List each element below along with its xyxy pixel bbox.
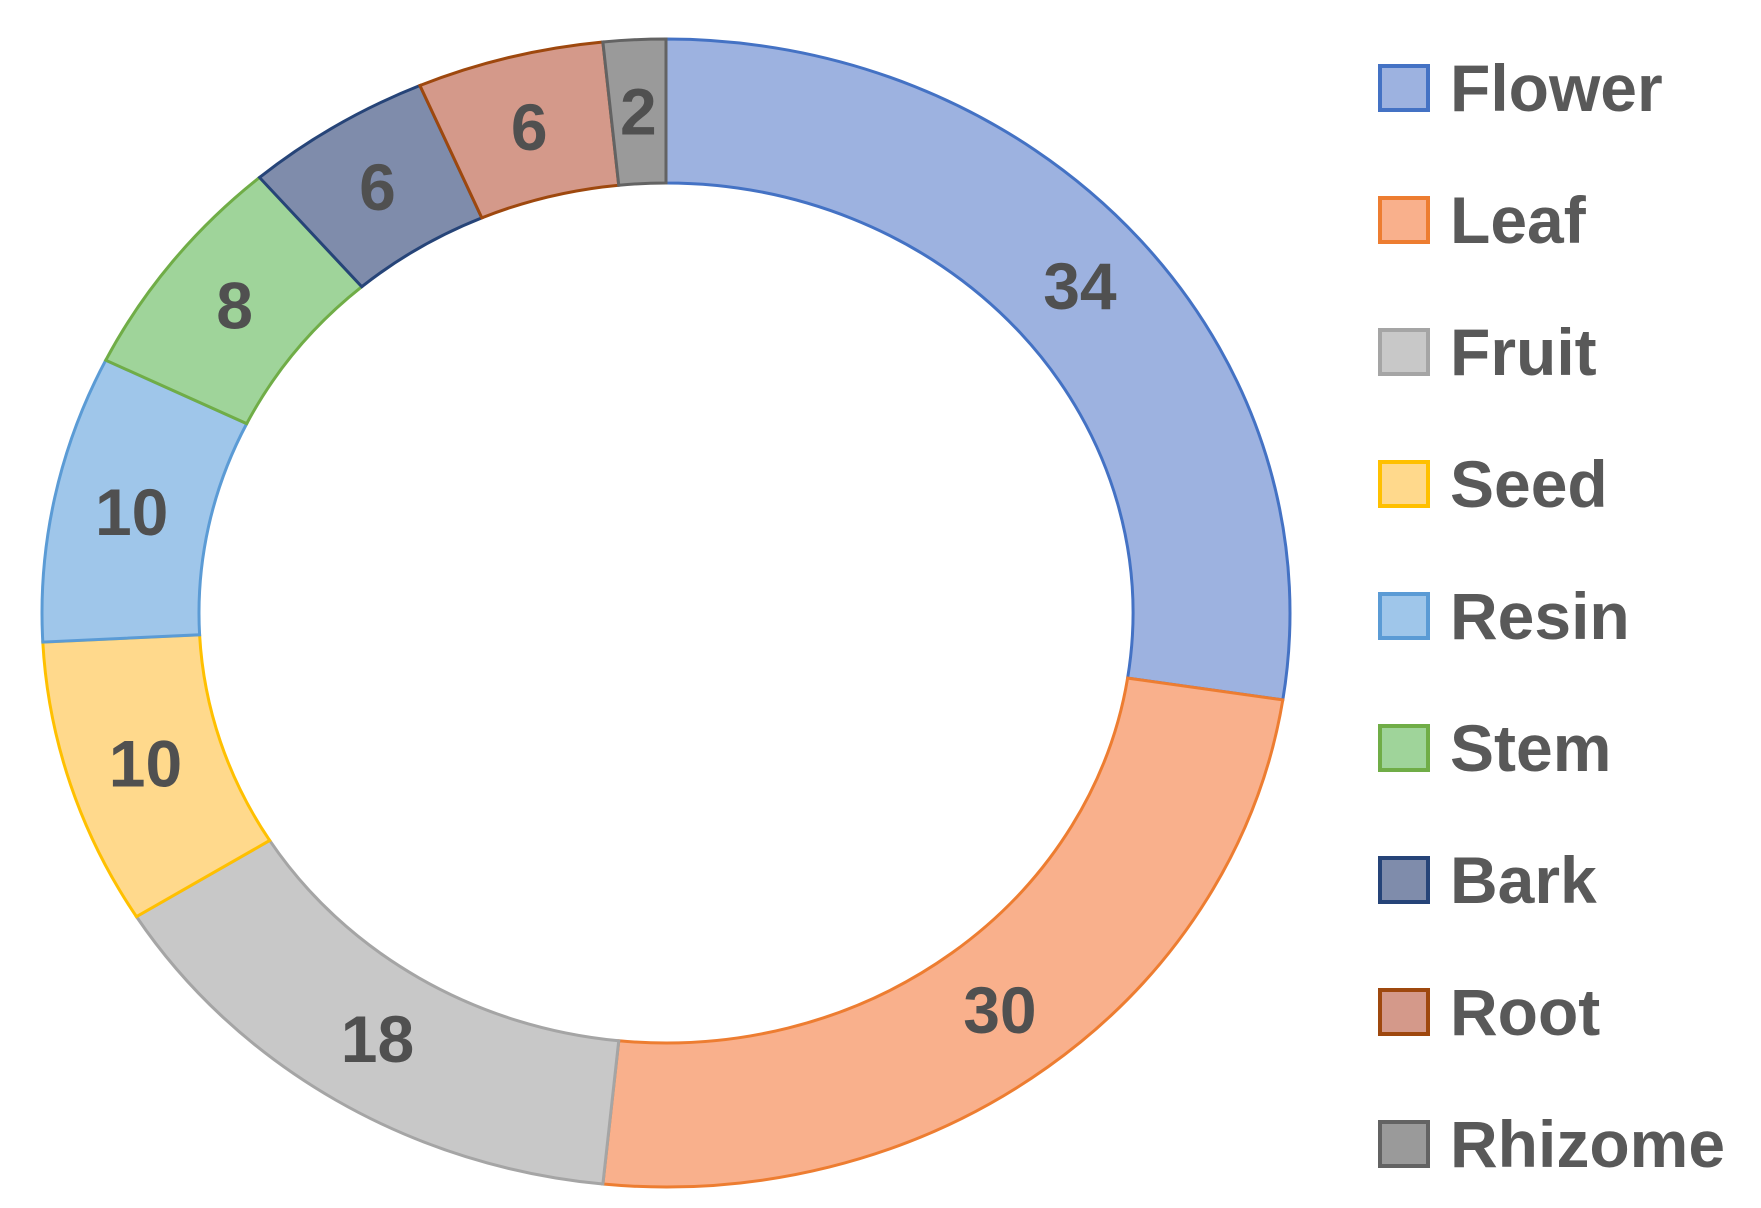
- legend-label: Fruit: [1450, 315, 1597, 389]
- legend-label: Root: [1450, 975, 1600, 1049]
- legend: Flower Leaf Fruit Seed Resin Stem Bark Root Rhiz…: [1378, 51, 1725, 1181]
- data-label-flower: 34: [1043, 249, 1117, 323]
- legend-label: Stem: [1450, 711, 1611, 785]
- legend-item-leaf: Leaf: [1378, 183, 1587, 257]
- legend-swatch: [1378, 328, 1430, 376]
- legend-swatch: [1378, 64, 1430, 112]
- legend-item-root: Root: [1378, 975, 1600, 1049]
- legend-label: Seed: [1450, 447, 1608, 521]
- legend-label: Leaf: [1450, 183, 1587, 257]
- legend-item-resin: Resin: [1378, 579, 1630, 653]
- legend-swatch: [1378, 724, 1430, 772]
- legend-item-seed: Seed: [1378, 447, 1608, 521]
- data-label-resin: 10: [95, 475, 168, 549]
- legend-item-bark: Bark: [1378, 843, 1597, 917]
- legend-swatch: [1378, 460, 1430, 508]
- data-label-stem: 8: [216, 269, 253, 343]
- data-label-fruit: 18: [341, 1002, 414, 1076]
- legend-label: Resin: [1450, 579, 1630, 653]
- data-label-root: 6: [511, 90, 548, 164]
- legend-swatch: [1378, 856, 1430, 904]
- legend-item-rhizome: Rhizome: [1378, 1107, 1725, 1181]
- legend-item-fruit: Fruit: [1378, 315, 1597, 389]
- legend-swatch: [1378, 196, 1430, 244]
- legend-swatch: [1378, 1120, 1430, 1168]
- slices: [40, 37, 1292, 1189]
- data-label-seed: 10: [109, 726, 182, 800]
- legend-label: Bark: [1450, 843, 1597, 917]
- data-label-bark: 6: [359, 150, 396, 224]
- legend-label: Rhizome: [1450, 1107, 1725, 1181]
- data-label-leaf: 30: [963, 973, 1036, 1047]
- slice-rhizome: [601, 37, 668, 187]
- data-label-rhizome: 2: [620, 75, 657, 149]
- slice-flower: [664, 37, 1292, 702]
- legend-item-stem: Stem: [1378, 711, 1611, 785]
- legend-label: Flower: [1450, 51, 1663, 125]
- slice-leaf: [601, 676, 1285, 1189]
- legend-item-flower: Flower: [1378, 51, 1663, 125]
- legend-swatch: [1378, 988, 1430, 1036]
- legend-swatch: [1378, 592, 1430, 640]
